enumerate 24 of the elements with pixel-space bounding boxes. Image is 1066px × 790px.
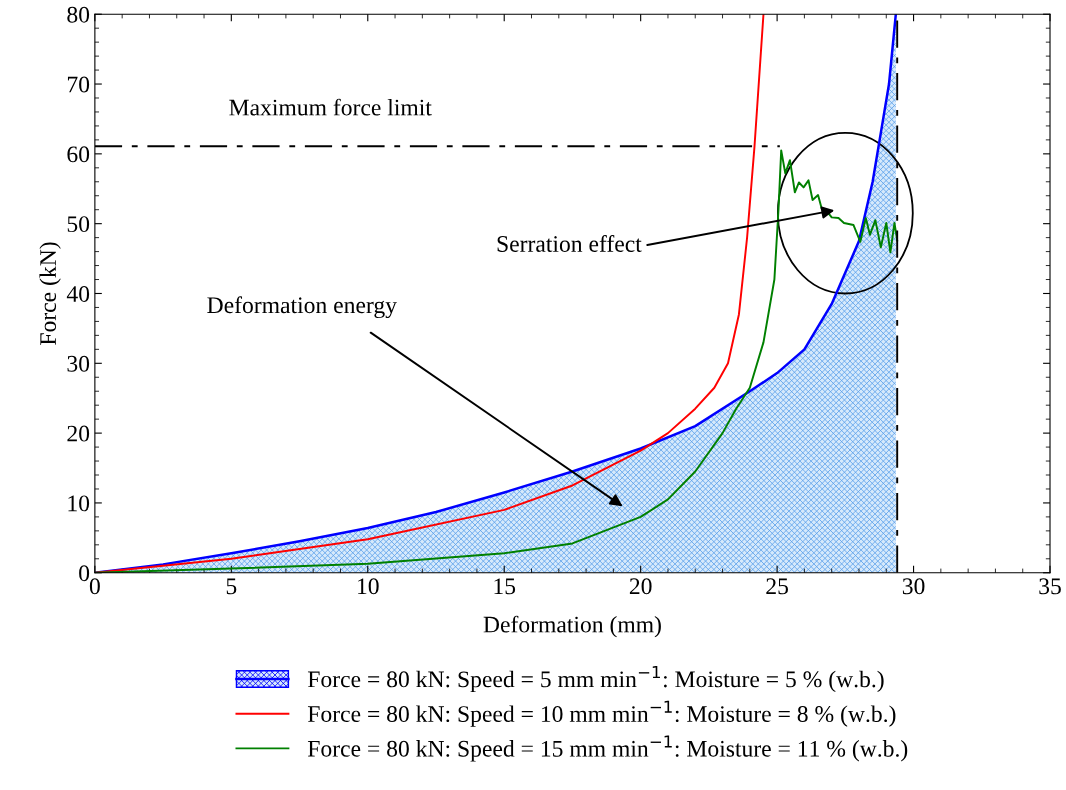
legend-label: Force = 80 kN: Speed = 5 mm min$^{−1}$: Moisture = 5 % (w.b.): [307, 665, 884, 693]
x-tick-label: 25: [766, 578, 788, 595]
x-tick-label: 35: [1039, 578, 1061, 595]
y-tick-label: 20: [67, 425, 90, 442]
legend-label: Force = 80 kN: Speed = 15 mm min$^{−1}$: Moisture = 11 % (w.b.): [307, 735, 908, 762]
x-tick-label: 30: [902, 578, 925, 595]
y-tick-label: 50: [67, 216, 90, 233]
x-axis-title: Deformation (mm): [483, 615, 661, 638]
y-tick-label: 80: [67, 6, 90, 23]
annotation: Serration effect: [497, 235, 642, 252]
x-tick-label: 15: [494, 578, 516, 595]
y-tick-label: 10: [68, 495, 90, 512]
y-tick-label: 40: [66, 285, 90, 302]
y-axis-title: Force (kN): [39, 242, 61, 345]
y-tick-label: 30: [67, 355, 90, 372]
y-tick-label: 70: [67, 76, 90, 93]
annotation: Maximum force limit: [229, 98, 432, 116]
y-tick-label: 60: [67, 146, 90, 163]
annotation: Deformation energy: [207, 296, 397, 319]
legend-label: Force = 80 kN: Speed = 10 mm min$^{−1}$: Moisture = 8 % (w.b.): [307, 700, 896, 727]
x-tick-label: 5: [226, 578, 237, 595]
x-tick-label: 20: [629, 578, 652, 595]
y-tick-label: 0: [79, 565, 90, 582]
x-tick-label: 10: [358, 578, 379, 595]
